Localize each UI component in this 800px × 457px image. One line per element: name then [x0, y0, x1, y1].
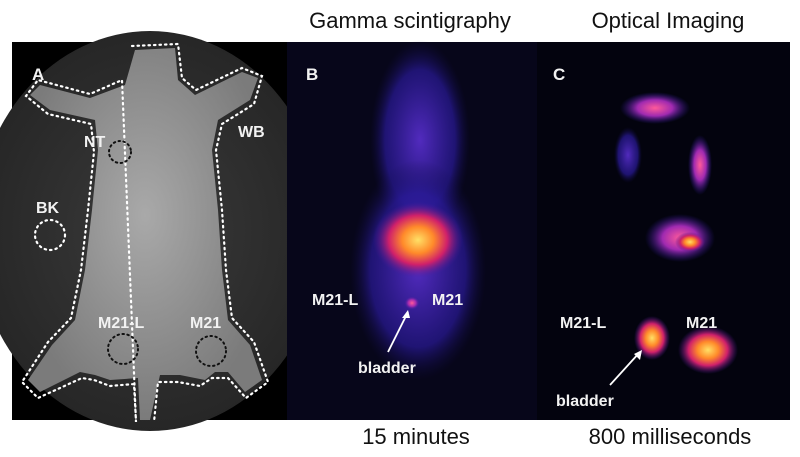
mouse-body [28, 48, 262, 420]
signal [373, 202, 463, 278]
annotation: M21-L [560, 315, 606, 332]
roi [33, 218, 67, 252]
annotation: M21 [686, 315, 717, 332]
annotation: M21-L [98, 315, 144, 332]
panel-label: B [306, 65, 318, 84]
panel-label: C [553, 65, 565, 84]
footer-time: 800 milliseconds [589, 424, 752, 449]
signal [688, 135, 712, 195]
annotation: M21 [432, 292, 463, 309]
header-title: Optical Imaging [592, 8, 745, 33]
annotation: BK [36, 200, 60, 217]
arrowhead [402, 310, 410, 318]
roi [107, 333, 139, 365]
annotation: NT [84, 134, 106, 151]
annotation: M21-L [312, 292, 358, 309]
signal [678, 326, 738, 374]
signal [620, 92, 690, 124]
roi [108, 140, 132, 164]
annotation: M21 [190, 315, 221, 332]
signal [404, 296, 420, 310]
annotation: WB [238, 124, 265, 141]
annotation: bladder [358, 360, 416, 377]
annotation: bladder [556, 393, 614, 410]
panel-label: A [32, 65, 44, 84]
roi [195, 335, 227, 367]
arrowhead [634, 350, 642, 360]
header-title: Gamma scintigraphy [309, 8, 511, 33]
footer-time: 15 minutes [362, 424, 470, 449]
signal [634, 316, 670, 360]
arrow [609, 351, 641, 386]
arrow [387, 311, 409, 353]
signal [675, 232, 705, 252]
signal [614, 127, 642, 183]
wb-outline [20, 42, 270, 424]
